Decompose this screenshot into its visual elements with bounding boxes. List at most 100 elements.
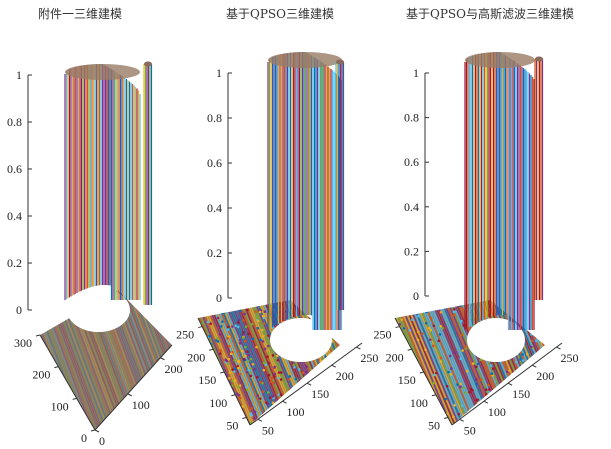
noise-point xyxy=(333,358,336,361)
noise-point xyxy=(209,351,212,354)
noise-point xyxy=(477,363,480,366)
y-tick-label: 50 xyxy=(226,419,238,433)
noise-point xyxy=(525,410,528,413)
subplot-3: 基于QPSO与高斯滤波三维建模00.20.40.60.8150100150200… xyxy=(335,6,611,437)
noise-point xyxy=(267,334,270,337)
noise-point xyxy=(236,305,239,308)
noise-point xyxy=(490,364,493,367)
noise-point xyxy=(325,356,328,359)
noise-point xyxy=(401,406,404,409)
noise-point xyxy=(221,381,224,384)
noise-point xyxy=(332,410,335,413)
noise-point xyxy=(398,423,401,426)
noise-point xyxy=(234,305,237,308)
noise-point xyxy=(433,374,436,377)
noise-point xyxy=(440,311,443,314)
noise-point xyxy=(217,376,220,379)
x-tick xyxy=(307,383,311,385)
y-tick-label: 0 xyxy=(81,431,87,445)
noise-point xyxy=(462,386,465,389)
noise-point xyxy=(263,369,266,372)
noise-point xyxy=(262,335,265,338)
noise-point xyxy=(227,411,230,414)
noise-point xyxy=(197,412,200,415)
x-tick xyxy=(557,347,561,349)
x-tick xyxy=(258,419,262,421)
noise-point xyxy=(222,312,225,315)
noise-point xyxy=(394,333,397,336)
noise-point xyxy=(539,351,542,354)
noise-point xyxy=(198,387,201,390)
noise-point xyxy=(417,315,420,318)
noise-point xyxy=(488,388,491,391)
y-tick xyxy=(420,372,424,373)
noise-point xyxy=(525,376,528,379)
noise-point xyxy=(499,399,502,402)
noise-point xyxy=(539,365,542,368)
noise-point xyxy=(295,387,298,390)
noise-point xyxy=(234,414,237,417)
noise-point xyxy=(411,318,414,321)
noise-point xyxy=(263,362,266,365)
noise-point xyxy=(304,408,307,411)
noise-point xyxy=(266,355,269,358)
noise-point xyxy=(533,409,536,412)
noise-point xyxy=(297,394,300,397)
noise-point xyxy=(469,413,472,416)
noise-point xyxy=(299,381,302,384)
noise-point xyxy=(234,367,237,370)
noise-point xyxy=(247,360,250,363)
noise-point xyxy=(221,320,224,323)
x-tick xyxy=(160,358,164,360)
x-tick-label: 100 xyxy=(286,405,304,419)
noise-point xyxy=(217,317,220,320)
noise-point xyxy=(535,339,538,342)
pillar-top xyxy=(144,62,152,67)
y-tick-label: 150 xyxy=(398,373,416,387)
noise-point xyxy=(313,421,316,424)
noise-point xyxy=(449,355,452,358)
noise-point xyxy=(328,417,331,420)
x-tick-label: 50 xyxy=(464,423,476,437)
noise-point xyxy=(270,414,273,417)
noise-point xyxy=(323,380,326,383)
noise-point xyxy=(459,383,462,386)
noise-point xyxy=(290,388,293,391)
noise-point xyxy=(274,415,277,418)
noise-point xyxy=(323,380,326,383)
noise-point xyxy=(250,414,253,417)
noise-point xyxy=(411,368,414,371)
z-tick-label: 0.6 xyxy=(7,162,22,176)
noise-point xyxy=(485,393,488,396)
noise-point xyxy=(500,390,503,393)
noise-point xyxy=(245,386,248,389)
noise-point xyxy=(237,408,240,411)
noise-point xyxy=(407,310,410,313)
z-tick-label: 0 xyxy=(16,303,22,317)
surface-stripe xyxy=(0,280,52,440)
noise-point xyxy=(439,360,442,363)
noise-point xyxy=(237,349,240,352)
noise-point xyxy=(255,346,258,349)
x-tick xyxy=(532,365,536,367)
noise-point xyxy=(409,366,412,369)
noise-point xyxy=(332,355,335,358)
noise-point xyxy=(329,389,332,392)
noise-point xyxy=(272,382,275,385)
noise-point xyxy=(408,329,411,332)
x-tick xyxy=(484,401,488,403)
noise-point xyxy=(259,397,262,400)
noise-point xyxy=(430,317,433,320)
y-tick-label: 100 xyxy=(51,399,69,413)
noise-point xyxy=(282,403,285,406)
noise-point xyxy=(475,365,478,368)
column-top xyxy=(465,52,535,68)
noise-point xyxy=(453,404,456,407)
noise-point xyxy=(280,393,283,396)
noise-point xyxy=(229,397,232,400)
noise-point xyxy=(335,408,338,411)
noise-point xyxy=(276,355,279,358)
noise-point xyxy=(318,405,321,408)
noise-point xyxy=(234,405,237,408)
noise-point xyxy=(313,416,316,419)
